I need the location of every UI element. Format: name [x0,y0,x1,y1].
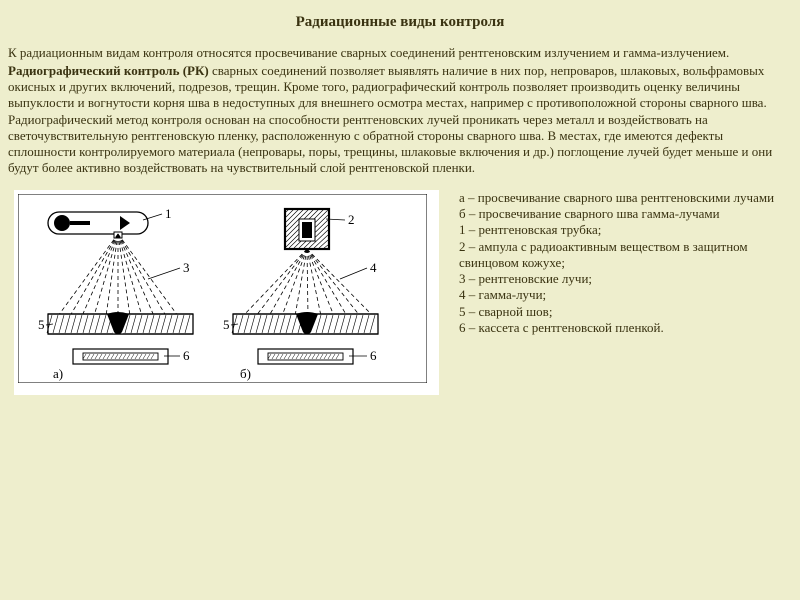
pk-lead: Радиографический контроль (РК) [8,63,212,78]
svg-text:2: 2 [348,212,355,227]
svg-text:3: 3 [183,260,190,275]
svg-text:а): а) [53,366,63,381]
legend-6: 6 – кассета с рентгеновской пленкой. [459,320,792,336]
svg-text:4: 4 [370,260,377,275]
svg-text:6: 6 [183,348,190,363]
legend-1: 1 – рентгеновская трубка; [459,222,792,238]
method-paragraph: Радиографический метод контроля основан … [8,112,792,175]
svg-text:5: 5 [223,317,230,332]
legend-2: 2 – ампула с радиоактивным веществом в з… [459,239,792,272]
document-page: Радиационные виды контроля К радиационны… [0,0,800,600]
pk-paragraph: Радиографический контроль (РК) сварных с… [8,63,792,111]
figure: 1 3 5 6 а) 2 4 5 6 б) [14,190,439,395]
figure-row: 1 3 5 6 а) 2 4 5 6 б) а – просвечивание сварного … [8,190,792,395]
legend-5: 5 – сварной шов; [459,304,792,320]
legend-a: а – просвечивание сварного шва рентгенов… [459,190,792,206]
svg-text:1: 1 [165,206,172,221]
svg-text:6: 6 [370,348,377,363]
legend-4: 4 – гамма-лучи; [459,287,792,303]
intro-paragraph: К радиационным видам контроля относятся … [8,45,792,61]
legend-3: 3 – рентгеновские лучи; [459,271,792,287]
svg-text:5: 5 [38,317,45,332]
figure-legend: а – просвечивание сварного шва рентгенов… [439,190,792,336]
page-title: Радиационные виды контроля [8,14,792,31]
legend-b: б – просвечивание сварного шва гамма-луч… [459,206,792,222]
diagram-svg: 1 3 5 6 а) 2 4 5 6 б) [18,194,427,383]
svg-text:б): б) [240,366,251,381]
